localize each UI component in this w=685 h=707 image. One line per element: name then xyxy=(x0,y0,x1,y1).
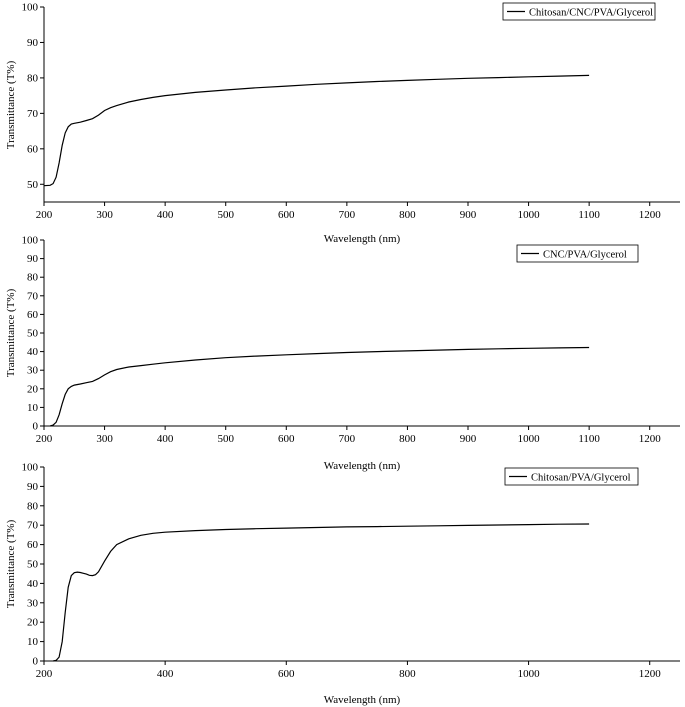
panel-2-x-tick-label: 1000 xyxy=(518,433,541,445)
panel-2-y-tick-label: 20 xyxy=(27,383,39,395)
panel-2-x-tick-label: 900 xyxy=(460,433,477,445)
panel-3-y-tick-label: 60 xyxy=(27,539,39,551)
panel-2-series-line-1 xyxy=(49,346,590,427)
panel-2-x-tick-label: 300 xyxy=(96,433,113,445)
panel-1-series-line-1 xyxy=(43,74,590,187)
panel-2-x-tick-label: 200 xyxy=(36,433,53,445)
panel-2-legend-label: CNC/PVA/Glycerol xyxy=(543,250,627,261)
panel-1-x-tick-label: 1000 xyxy=(518,209,541,221)
panel-2-y-tick-label: 60 xyxy=(27,309,39,321)
panel-2-y-tick-label: 30 xyxy=(27,365,39,377)
panel-2-y-tick-label: 70 xyxy=(27,290,39,302)
panel-1-x-tick-label: 700 xyxy=(339,209,356,221)
panel-1-y-tick-label: 80 xyxy=(27,72,39,84)
panel-1-x-tick-label: 900 xyxy=(460,209,477,221)
panel-2-y-tick-label: 40 xyxy=(27,346,39,358)
panel-1-y-tick-label: 100 xyxy=(22,2,39,14)
panel-2-x-tick-label: 800 xyxy=(399,433,416,445)
panel-1-y-tick-label: 60 xyxy=(27,143,39,155)
panel-1-x-tick-label: 400 xyxy=(157,209,174,221)
panel-1-x-tick-label: 1200 xyxy=(639,209,662,221)
panel-3-y-tick-label: 30 xyxy=(27,597,39,609)
panel-3-y-tick-label: 40 xyxy=(27,578,39,590)
panel-2-x-tick-label: 700 xyxy=(339,433,356,445)
panel-2-x-axis-title: Wavelength (nm) xyxy=(324,460,401,472)
panel-1-x-tick-label: 500 xyxy=(217,209,234,221)
panel-2-y-tick-label: 0 xyxy=(33,421,39,433)
panel-2-legend-box xyxy=(516,244,639,263)
panel-1-x-tick-label: 300 xyxy=(96,209,113,221)
panel-3-y-tick-label: 10 xyxy=(27,636,39,648)
panel-2-x-tick-label: 1200 xyxy=(639,433,662,445)
panel-2-y-tick-label: 50 xyxy=(27,328,39,340)
panel-2-y-tick-label: 80 xyxy=(27,272,39,284)
panel-3-x-tick-label: 800 xyxy=(399,668,416,680)
panel-3-x-tick-label: 1200 xyxy=(639,668,662,680)
panel-1-x-tick-label: 600 xyxy=(278,209,295,221)
panel-3-x-tick-label: 1000 xyxy=(518,668,541,680)
panel-3-y-tick-label: 100 xyxy=(22,462,39,474)
panel-3-y-tick-label: 20 xyxy=(27,617,39,629)
panel-1-x-tick-label: 1100 xyxy=(578,209,600,221)
panel-2-x-tick-label: 1100 xyxy=(578,433,600,445)
panel-2-y-tick-label: 100 xyxy=(22,235,39,247)
panel-3-series-line-1 xyxy=(52,523,590,662)
panel-3-y-axis-title: Transmittance (T%) xyxy=(5,519,17,608)
panel-3-legend-label: Chitosan/PVA/Glycerol xyxy=(531,473,631,484)
panel-3-legend-box xyxy=(504,467,639,486)
panel-3-x-tick-label: 400 xyxy=(157,668,174,680)
panel-3-y-tick-label: 70 xyxy=(27,520,39,532)
panel-2-y-tick-label: 90 xyxy=(27,253,39,265)
panel-3-x-axis-title: Wavelength (nm) xyxy=(324,694,401,706)
panel-3-y-tick-label: 0 xyxy=(33,656,39,668)
panel-1-legend-box xyxy=(502,2,656,21)
panel-3-x-tick-label: 600 xyxy=(278,668,295,680)
panel-2-x-tick-label: 400 xyxy=(157,433,174,445)
panel-2-x-tick-label: 600 xyxy=(278,433,295,445)
panel-3-y-tick-label: 50 xyxy=(27,559,39,571)
panel-2-y-tick-label: 10 xyxy=(27,402,39,414)
panel-1-x-tick-label: 200 xyxy=(36,209,53,221)
panel-3-y-tick-label: 80 xyxy=(27,500,39,512)
panel-1-y-axis-title: Transmittance (T%) xyxy=(5,60,17,149)
panel-2-x-tick-label: 500 xyxy=(217,433,234,445)
panel-1-y-tick-label: 50 xyxy=(27,179,39,191)
panel-3-x-tick-label: 200 xyxy=(36,668,53,680)
panel-1-legend-label: Chitosan/CNC/PVA/Glycerol xyxy=(529,8,653,19)
panel-3-y-tick-label: 90 xyxy=(27,481,39,493)
panel-1-y-tick-label: 70 xyxy=(27,108,39,120)
panel-1-y-tick-label: 90 xyxy=(27,37,39,49)
panel-1-x-tick-label: 800 xyxy=(399,209,416,221)
panel-2-y-axis-title: Transmittance (T%) xyxy=(5,288,17,377)
panel-1-x-axis-title: Wavelength (nm) xyxy=(324,233,401,245)
